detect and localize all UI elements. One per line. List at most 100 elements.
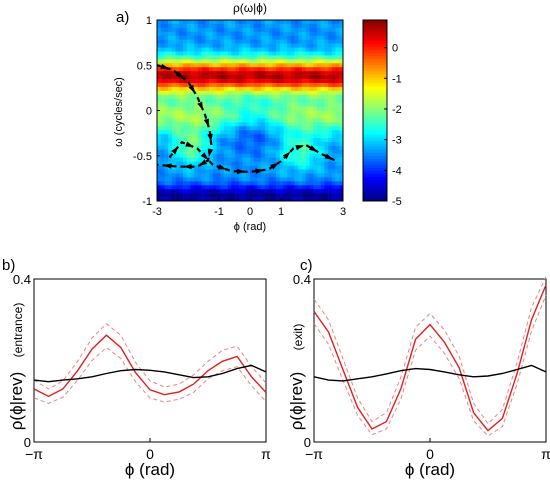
heatmap-cell <box>324 165 329 170</box>
colorbar-segment <box>363 56 387 60</box>
heatmap-cell <box>294 134 299 139</box>
heatmap-cell <box>190 47 195 52</box>
heatmap-cell <box>227 59 232 64</box>
heatmap-cell <box>160 106 165 111</box>
heatmap-cell <box>305 110 310 115</box>
overlay-arrowhead <box>197 101 203 111</box>
heatmap-cell <box>157 181 162 186</box>
heatmap-cell <box>205 134 210 139</box>
heatmap-cell <box>305 161 310 166</box>
heatmap-cell <box>279 31 284 37</box>
heatmap-cell <box>279 79 284 84</box>
heatmap-cell <box>186 94 191 99</box>
heatmap-cell <box>246 110 251 115</box>
heatmap-cell <box>160 98 165 103</box>
heatmap-cell <box>238 165 243 170</box>
heatmap-cell <box>316 169 321 174</box>
heatmap-cell <box>316 141 321 147</box>
heatmap-cell <box>276 145 281 151</box>
heatmap-cell <box>238 181 243 186</box>
colorbar <box>363 20 387 202</box>
heatmap-cell <box>201 138 206 143</box>
heatmap-cell <box>257 39 262 44</box>
heatmap-cell <box>212 177 217 182</box>
heatmap-cell <box>264 31 269 37</box>
heatmap-cell <box>227 173 232 178</box>
heatmap-cell <box>160 43 165 48</box>
colorbar-segment <box>363 113 387 117</box>
heatmap-cell <box>205 102 210 107</box>
heatmap-cell <box>253 20 258 25</box>
heatmap-cell <box>324 145 329 151</box>
heatmap-cell <box>157 141 162 147</box>
heatmap-cell <box>331 67 336 72</box>
heatmap-cell <box>250 161 255 166</box>
heatmap-cell <box>283 23 288 29</box>
heatmap-cell <box>235 47 240 52</box>
heatmap-cell <box>257 173 262 178</box>
heatmap-cell <box>186 173 191 178</box>
heatmap-cell <box>298 82 303 88</box>
heatmap-cell <box>335 157 340 162</box>
heatmap-cell <box>250 31 255 37</box>
heatmap-cell <box>194 43 199 48</box>
heatmap-cell <box>324 177 329 182</box>
heatmap-cell <box>216 106 221 111</box>
heatmap-cell <box>157 59 162 64</box>
heatmap-cell <box>246 35 251 40</box>
heatmap-cell <box>227 185 232 190</box>
heatmap-cell <box>168 27 173 33</box>
plot-b-lines <box>33 323 267 404</box>
heatmap-cell <box>261 51 266 56</box>
plot-c-series-dashed-bound <box>313 295 547 437</box>
heatmap-cell <box>171 102 176 107</box>
heatmap-cell <box>294 35 299 40</box>
heatmap-cell <box>205 90 210 96</box>
colorbar-tick-label: -3 <box>392 135 402 147</box>
heatmap-cell <box>160 59 165 64</box>
heatmap-cell <box>227 197 232 202</box>
heatmap-cell <box>250 94 255 99</box>
heatmap-cell <box>290 20 295 25</box>
heatmap-cell <box>328 177 333 182</box>
heatmap-cell <box>253 94 258 99</box>
heatmap-cell <box>290 94 295 99</box>
heatmap-cell <box>298 98 303 103</box>
heatmap-cell <box>339 47 344 52</box>
heatmap-cell <box>294 189 299 194</box>
heatmap-cell <box>250 86 255 92</box>
heatmap-cell <box>309 43 314 48</box>
heatmap-cell <box>242 39 247 44</box>
plot-b-y-tick-label: 0.4 <box>13 272 31 287</box>
heatmap-cell <box>201 130 206 135</box>
heatmap-cell <box>339 35 344 40</box>
heatmap-cell <box>242 102 247 107</box>
heatmap-cell <box>216 114 221 119</box>
heatmap-cell <box>339 118 344 123</box>
heatmap-cell <box>197 197 202 202</box>
heatmap-cell <box>160 39 165 44</box>
heatmap-cell <box>264 185 269 190</box>
heatmap-cell <box>160 27 165 33</box>
heatmap-cell <box>257 193 262 198</box>
heatmap-cell <box>171 185 176 190</box>
heatmap-cell <box>339 122 344 127</box>
heatmap-cell <box>231 35 236 40</box>
heatmap-cell <box>194 90 199 96</box>
heatmap-cell <box>253 47 258 52</box>
heatmap-cell <box>328 149 333 155</box>
heatmap-cell <box>164 102 169 107</box>
heatmap-cell <box>164 27 169 33</box>
heatmap-cell <box>168 63 173 68</box>
heatmap-cell <box>216 126 221 131</box>
heatmap-cell <box>209 110 214 115</box>
heatmap-cell <box>194 161 199 166</box>
heatmap-cell <box>320 189 325 194</box>
heatmap-cell <box>175 94 180 99</box>
heatmap-cell <box>186 102 191 107</box>
heatmap-cell <box>183 35 188 40</box>
heatmap-cell <box>313 145 318 151</box>
heatmap-cell <box>194 98 199 103</box>
heatmap-cell <box>257 181 262 186</box>
heatmap-cell <box>253 197 258 202</box>
